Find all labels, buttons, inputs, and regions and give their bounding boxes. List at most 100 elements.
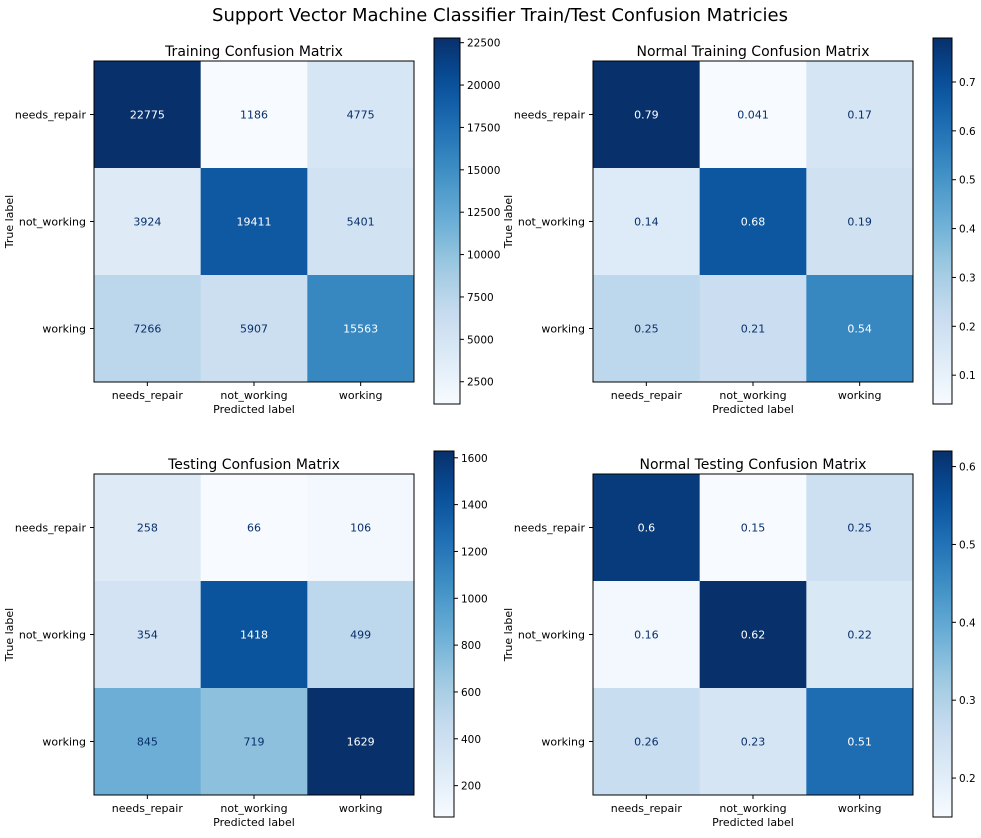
x-tick-label: working <box>838 802 882 815</box>
cell-value-label: 4775 <box>347 109 375 122</box>
y-axis-label: True label <box>502 608 515 662</box>
cell-value-label: 106 <box>350 522 371 535</box>
colorbar <box>933 38 952 404</box>
cell-value-label: 15563 <box>343 323 378 336</box>
cell-value-label: 258 <box>137 522 158 535</box>
cell-value-label: 845 <box>137 736 158 749</box>
y-tick-label: not_working <box>518 629 585 642</box>
heatmap-cell <box>200 688 308 796</box>
heatmap-cell <box>593 168 701 276</box>
heatmap-cell <box>699 275 807 383</box>
heatmap-cell <box>307 61 415 169</box>
colorbar-tick-label: 0.6 <box>959 126 976 138</box>
cell-value-label: 719 <box>244 736 265 749</box>
cell-value-label: 0.16 <box>634 629 659 642</box>
colorbar-frame <box>932 37 953 405</box>
heatmap-cell <box>806 61 914 169</box>
colorbar-tick-label: 1000 <box>461 593 488 605</box>
heatmap-cell <box>94 688 202 796</box>
cell-value-label: 354 <box>137 629 158 642</box>
y-tick-label: not_working <box>19 629 86 642</box>
confusion-matrix-panel-1: 22775 1186 4775 3924 19411 5401 7266 5907 15563 T… <box>3 37 500 416</box>
heatmap-cell <box>806 168 914 276</box>
cell-value-label: 22775 <box>130 109 165 122</box>
heatmap-cell <box>307 581 415 689</box>
chart-title: Normal Training Confusion Matrix <box>637 44 870 60</box>
cell-value-label: 0.15 <box>741 522 766 535</box>
confusion-matrix-panel-3: 258 66 106 354 1418 499 845 719 1629 Testing Conf… <box>3 450 488 829</box>
colorbar-tick-label: 400 <box>461 734 481 746</box>
heatmap-cell <box>307 688 415 796</box>
colorbar-tick-label: 22500 <box>467 38 500 50</box>
colorbar-tick-label: 0.3 <box>959 272 976 284</box>
cell-value-label: 0.68 <box>741 216 766 229</box>
heatmap-cell <box>806 474 914 582</box>
colorbar-tick-label: 0.4 <box>959 617 976 629</box>
cell-value-label: 0.26 <box>634 736 659 749</box>
heatmap-cell <box>307 168 415 276</box>
cell-value-label: 5401 <box>347 216 375 229</box>
colorbar-tick-label: 0.4 <box>959 224 976 236</box>
heatmap-cell <box>200 61 308 169</box>
confusion-matrix-panel-2: 0.79 0.041 0.17 0.14 0.68 0.19 0.25 0.21 0.54 Nor… <box>502 37 976 416</box>
x-tick-label: needs_repair <box>112 389 184 402</box>
y-axis-label: True label <box>3 195 16 249</box>
cell-value-label: 19411 <box>237 216 272 229</box>
colorbar-tick-label: 600 <box>461 687 481 699</box>
y-tick-label: working <box>42 323 86 336</box>
cell-value-label: 0.19 <box>847 216 872 229</box>
y-tick-label: needs_repair <box>514 522 586 535</box>
chart-title: Testing Confusion Matrix <box>167 457 340 473</box>
colorbar-tick-label: 1600 <box>461 453 488 465</box>
cell-value-label: 5907 <box>240 323 268 336</box>
cell-value-label: 1186 <box>240 109 268 122</box>
heatmap-cell <box>806 275 914 383</box>
colorbar-frame <box>433 37 461 405</box>
x-axis-label: Predicted label <box>213 403 295 416</box>
heatmap-cell <box>806 581 914 689</box>
heatmap-cell <box>94 61 202 169</box>
colorbar-frame <box>433 450 455 818</box>
y-axis-label: True label <box>502 195 515 249</box>
cell-value-label: 7266 <box>133 323 161 336</box>
y-axis-label: True label <box>3 608 16 662</box>
cell-value-label: 3924 <box>133 216 161 229</box>
y-tick-label: working <box>541 736 585 749</box>
colorbar-tick-label: 1400 <box>461 500 488 512</box>
cell-value-label: 0.62 <box>741 629 766 642</box>
heatmap-cell <box>699 581 807 689</box>
colorbar-tick-label: 0.5 <box>959 175 976 187</box>
heatmap-cell <box>200 275 308 383</box>
cell-value-label: 0.17 <box>847 109 872 122</box>
x-tick-label: needs_repair <box>112 802 184 815</box>
colorbar-tick-label: 2500 <box>467 377 494 389</box>
heatmap-cell <box>699 688 807 796</box>
x-axis-label: Predicted label <box>213 816 295 829</box>
x-tick-label: needs_repair <box>611 802 683 815</box>
x-tick-label: working <box>339 389 383 402</box>
heatmap-cell <box>593 688 701 796</box>
x-tick-label: not_working <box>220 802 287 815</box>
cell-value-label: 0.51 <box>847 736 872 749</box>
heatmap-cell <box>200 168 308 276</box>
colorbar-tick-label: 0.7 <box>959 77 976 89</box>
heatmap-cell <box>200 474 308 582</box>
x-tick-label: working <box>339 802 383 815</box>
colorbar-tick-label: 0.3 <box>959 695 976 707</box>
cell-value-label: 0.25 <box>634 323 659 336</box>
cell-value-label: 499 <box>350 629 371 642</box>
y-tick-label: needs_repair <box>514 109 586 122</box>
colorbar-tick-label: 17500 <box>467 122 500 134</box>
confusion-matrix-panel-4: 0.6 0.15 0.25 0.16 0.62 0.22 0.26 0.23 0.51 Norma… <box>502 450 976 829</box>
cell-value-label: 0.6 <box>638 522 656 535</box>
y-tick-label: needs_repair <box>15 109 87 122</box>
cell-value-label: 0.79 <box>634 109 659 122</box>
heatmap-cell <box>699 61 807 169</box>
colorbar-tick-label: 200 <box>461 781 481 793</box>
colorbar-tick-label: 0.2 <box>959 321 976 333</box>
heatmap-cell <box>94 275 202 383</box>
cell-value-label: 0.14 <box>634 216 659 229</box>
heatmap-cell <box>307 275 415 383</box>
